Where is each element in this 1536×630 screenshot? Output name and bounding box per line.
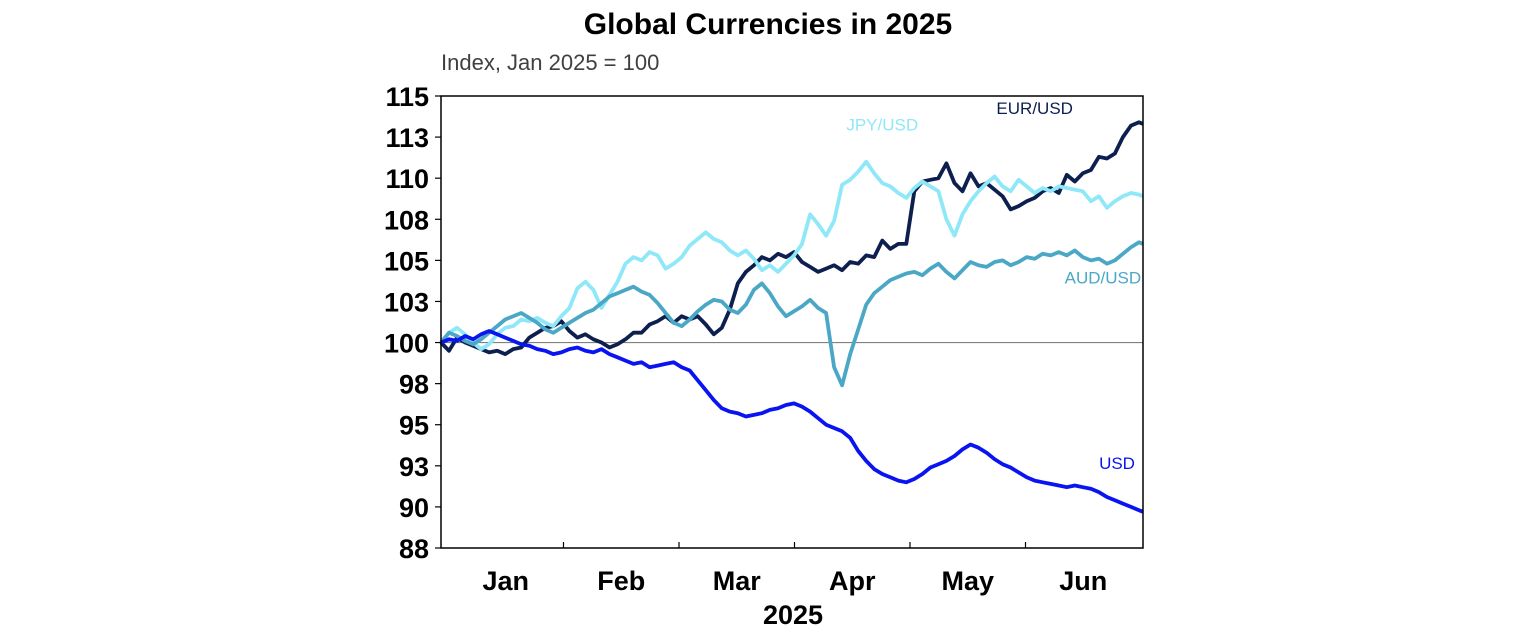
y-tick-label: 90	[399, 493, 429, 523]
x-tick-label: Apr	[829, 566, 876, 596]
series-label-eur-usd: EUR/USD	[996, 99, 1073, 118]
y-axis-ticks: 115 113 110 108 105 103 100 98 95 93 90 88	[384, 82, 441, 564]
chart-subtitle: Index, Jan 2025 = 100	[441, 50, 660, 75]
series-label-aud-usd: AUD/USD	[1065, 268, 1142, 287]
y-tick-label: 93	[399, 452, 429, 482]
y-tick-label: 110	[385, 164, 429, 194]
series-lines	[439, 120, 1144, 514]
y-tick-label: 108	[384, 205, 429, 235]
y-tick-label: 95	[399, 411, 429, 441]
series-line-jpy-usd	[439, 159, 1144, 352]
series-line-usd	[440, 329, 1144, 514]
series-label-jpy-usd: JPY/USD	[846, 116, 918, 135]
y-tick-label: 113	[385, 123, 429, 153]
x-tick-label: Jun	[1059, 566, 1107, 596]
y-tick-label: 103	[384, 287, 429, 317]
series-labels: EUR/USD JPY/USD AUD/USD USD	[846, 99, 1141, 473]
x-axis-ticks: Jan Feb Mar Apr May Jun	[482, 542, 1107, 596]
series-line-eur-usd	[439, 120, 1144, 357]
y-tick-label: 88	[399, 534, 429, 564]
y-tick-label: 100	[384, 329, 429, 359]
x-tick-label: Jan	[482, 566, 529, 596]
chart-title: Global Currencies in 2025	[583, 8, 953, 41]
x-tick-label: Feb	[597, 566, 645, 596]
y-tick-label: 115	[385, 82, 429, 112]
y-tick-label: 105	[384, 246, 429, 276]
x-tick-label: May	[941, 566, 994, 596]
y-tick-label: 98	[399, 370, 429, 400]
series-line-aud-usd	[439, 240, 1144, 388]
x-tick-label: Mar	[713, 566, 762, 596]
x-axis-title: 2025	[763, 600, 823, 630]
plot-area-frame	[440, 95, 1144, 549]
series-label-usd: USD	[1099, 454, 1135, 473]
